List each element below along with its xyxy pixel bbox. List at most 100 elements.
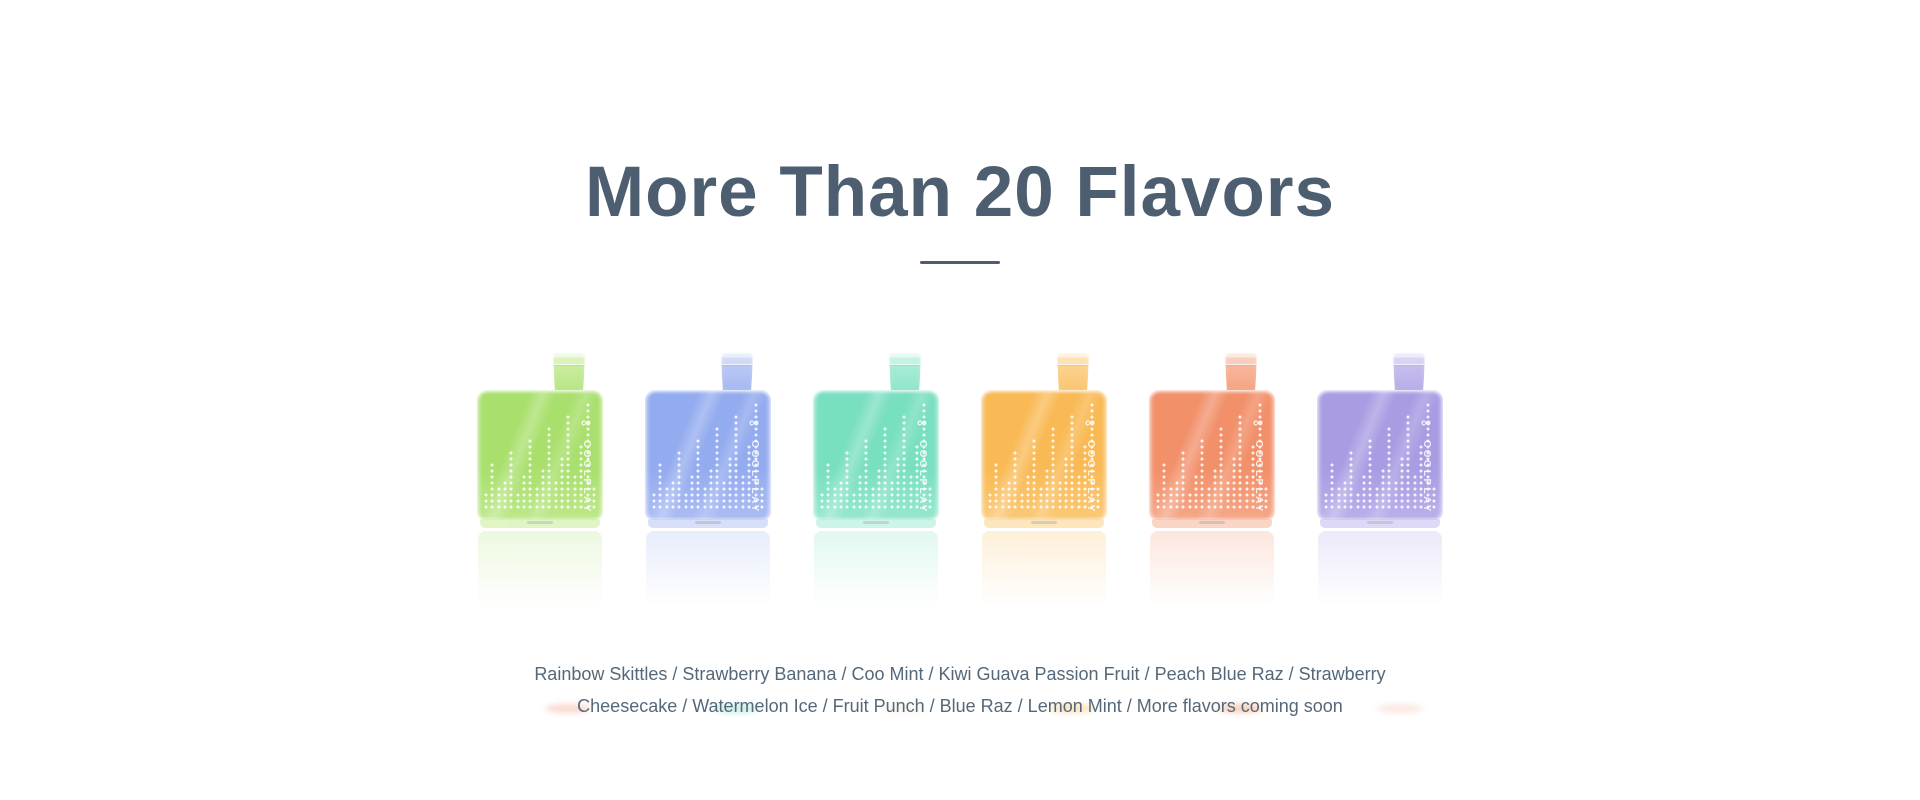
equalizer-column [921,402,926,510]
equalizer-column [1089,402,1094,510]
product-device-teal: ∞ COOLPLAY [813,352,939,627]
equalizer-column [1076,474,1081,510]
equalizer-column [728,456,733,510]
equalizer-column [1225,480,1230,510]
equalizer-column [696,438,701,510]
equalizer-column [503,480,508,510]
equalizer-column [1251,444,1256,510]
equalizer-column [1095,486,1100,510]
equalizer-column [1324,492,1328,510]
equalizer-column [889,480,894,510]
device-base [816,519,936,528]
equalizer-column [702,486,707,510]
equalizer-column [522,474,527,510]
equalizer-column [826,462,831,510]
equalizer-column [1406,414,1411,510]
equalizer-column [1057,480,1062,510]
device-reflection [1150,531,1274,627]
equalizer-column [1000,486,1005,510]
device-body: ∞ COOLPLAY [645,390,771,520]
equalizer-column [851,492,856,510]
equalizer-column [1156,492,1160,510]
device-base [648,519,768,528]
equalizer-column [1026,474,1031,510]
equalizer-column [994,462,999,510]
equalizer-column [1013,450,1018,510]
equalizer-dots [1156,398,1268,510]
equalizer-column [734,414,739,510]
product-device-blue: ∞ COOLPLAY [645,352,771,627]
equalizer-column [1387,426,1392,510]
device-base [480,519,600,528]
equalizer-column [528,438,533,510]
equalizer-column [908,474,913,510]
equalizer-column [579,444,584,510]
equalizer-column [1263,486,1268,510]
device-body: ∞ COOLPLAY [813,390,939,520]
equalizer-column [721,480,726,510]
flavor-list-line-2: Cheesecake / Watermelon Ice / Fruit Punc… [577,696,1343,716]
equalizer-column [1187,492,1192,510]
equalizer-column [1200,438,1205,510]
equalizer-column [896,456,901,510]
equalizer-column [709,468,714,510]
equalizer-column [484,492,488,510]
equalizer-column [509,450,514,510]
next-row-device-peek [545,704,591,713]
equalizer-column [515,492,520,510]
equalizer-column [1330,462,1335,510]
next-row-device-peek [1377,704,1423,713]
product-device-green: ∞ COOLPLAY [477,352,603,627]
device-base [1152,519,1272,528]
device-body: ∞ COOLPLAY [1317,390,1443,520]
equalizer-column [677,450,682,510]
equalizer-column [1425,402,1430,510]
equalizer-column [927,486,932,510]
equalizer-dots [484,398,596,510]
equalizer-column [1393,480,1398,510]
equalizer-column [1219,426,1224,510]
equalizer-column [1419,444,1424,510]
equalizer-column [747,444,752,510]
device-base [1320,519,1440,528]
equalizer-dots [820,398,932,510]
equalizer-column [572,474,577,510]
equalizer-column [560,456,565,510]
equalizer-column [490,462,495,510]
equalizer-column [534,486,539,510]
equalizer-column [883,426,888,510]
equalizer-column [1368,438,1373,510]
equalizer-column [915,444,920,510]
product-device-purple: ∞ COOLPLAY [1317,352,1443,627]
equalizer-column [1168,486,1173,510]
device-reflection [646,531,770,627]
equalizer-column [671,480,676,510]
equalizer-dots [652,398,764,510]
equalizer-column [1181,450,1186,510]
device-body: ∞ COOLPLAY [981,390,1107,520]
equalizer-column [845,450,850,510]
equalizer-column [1007,480,1012,510]
equalizer-column [877,468,882,510]
equalizer-column [541,468,546,510]
equalizer-column [1400,456,1405,510]
equalizer-column [1362,474,1367,510]
equalizer-column [1336,486,1341,510]
equalizer-column [1206,486,1211,510]
equalizer-column [496,486,501,510]
equalizer-column [870,486,875,510]
equalizer-column [1045,468,1050,510]
equalizer-column [1070,414,1075,510]
equalizer-column [664,486,669,510]
section-title: More Than 20 Flavors [585,153,1335,232]
equalizer-column [1374,486,1379,510]
title-divider [920,261,1000,264]
flavor-list: Rainbow Skittles / Strawberry Banana / C… [460,658,1460,722]
equalizer-column [690,474,695,510]
equalizer-column [1412,474,1417,510]
equalizer-column [759,486,764,510]
equalizer-column [652,492,656,510]
equalizer-column [858,474,863,510]
equalizer-column [1355,492,1360,510]
